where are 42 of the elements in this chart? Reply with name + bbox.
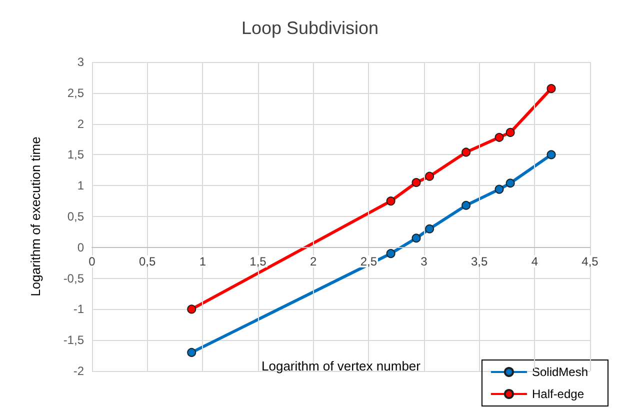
x-axis-title: Logarithm of vertex number xyxy=(262,358,422,374)
y-tick-label: 3 xyxy=(77,55,84,69)
point xyxy=(494,184,504,194)
point xyxy=(462,200,471,210)
x-tick-label: 0 xyxy=(88,254,96,268)
point xyxy=(425,224,434,234)
y-tick-label: -1,5 xyxy=(63,333,84,348)
point xyxy=(506,128,515,137)
point xyxy=(386,249,396,258)
x-tick-label: 4 xyxy=(531,254,538,268)
x-tick-label: 0,5 xyxy=(138,254,156,268)
y-tick-label: 1 xyxy=(77,178,84,193)
y-tick-label: 0,5 xyxy=(67,210,84,224)
x-tick-label: 2 xyxy=(310,254,317,268)
y-tick-label: -2 xyxy=(73,364,84,378)
point xyxy=(386,196,396,206)
y-tick-label: -1 xyxy=(73,302,84,316)
x-tick-label: 4,5 xyxy=(582,254,599,268)
point xyxy=(494,132,504,142)
chart-title: Loop Subdivision xyxy=(241,18,379,38)
legend-label: Half-edge xyxy=(532,387,584,401)
x-tick-label: 3 xyxy=(420,254,428,268)
point xyxy=(462,148,471,157)
point xyxy=(187,348,196,357)
y-tick-label: 1,5 xyxy=(67,148,84,162)
point xyxy=(412,178,421,188)
point xyxy=(425,172,434,181)
x-tick-label: 1 xyxy=(199,254,206,268)
x-tick-label: 1,5 xyxy=(250,254,267,268)
point xyxy=(546,84,556,94)
y-tick-label: 2,5 xyxy=(67,86,84,100)
y-axis-title: Logarithm of execution time xyxy=(28,136,43,296)
point xyxy=(412,234,421,243)
y-tick-label: -0,5 xyxy=(63,271,84,286)
y-tick-label: 0 xyxy=(77,240,84,254)
point xyxy=(187,304,196,314)
legend-label: SolidMesh xyxy=(532,365,588,379)
x-tick-label: 3,5 xyxy=(470,254,488,268)
point xyxy=(546,150,556,160)
point xyxy=(506,178,515,188)
y-tick-label: 2 xyxy=(77,116,84,131)
x-tick-label: 2,5 xyxy=(360,254,378,268)
